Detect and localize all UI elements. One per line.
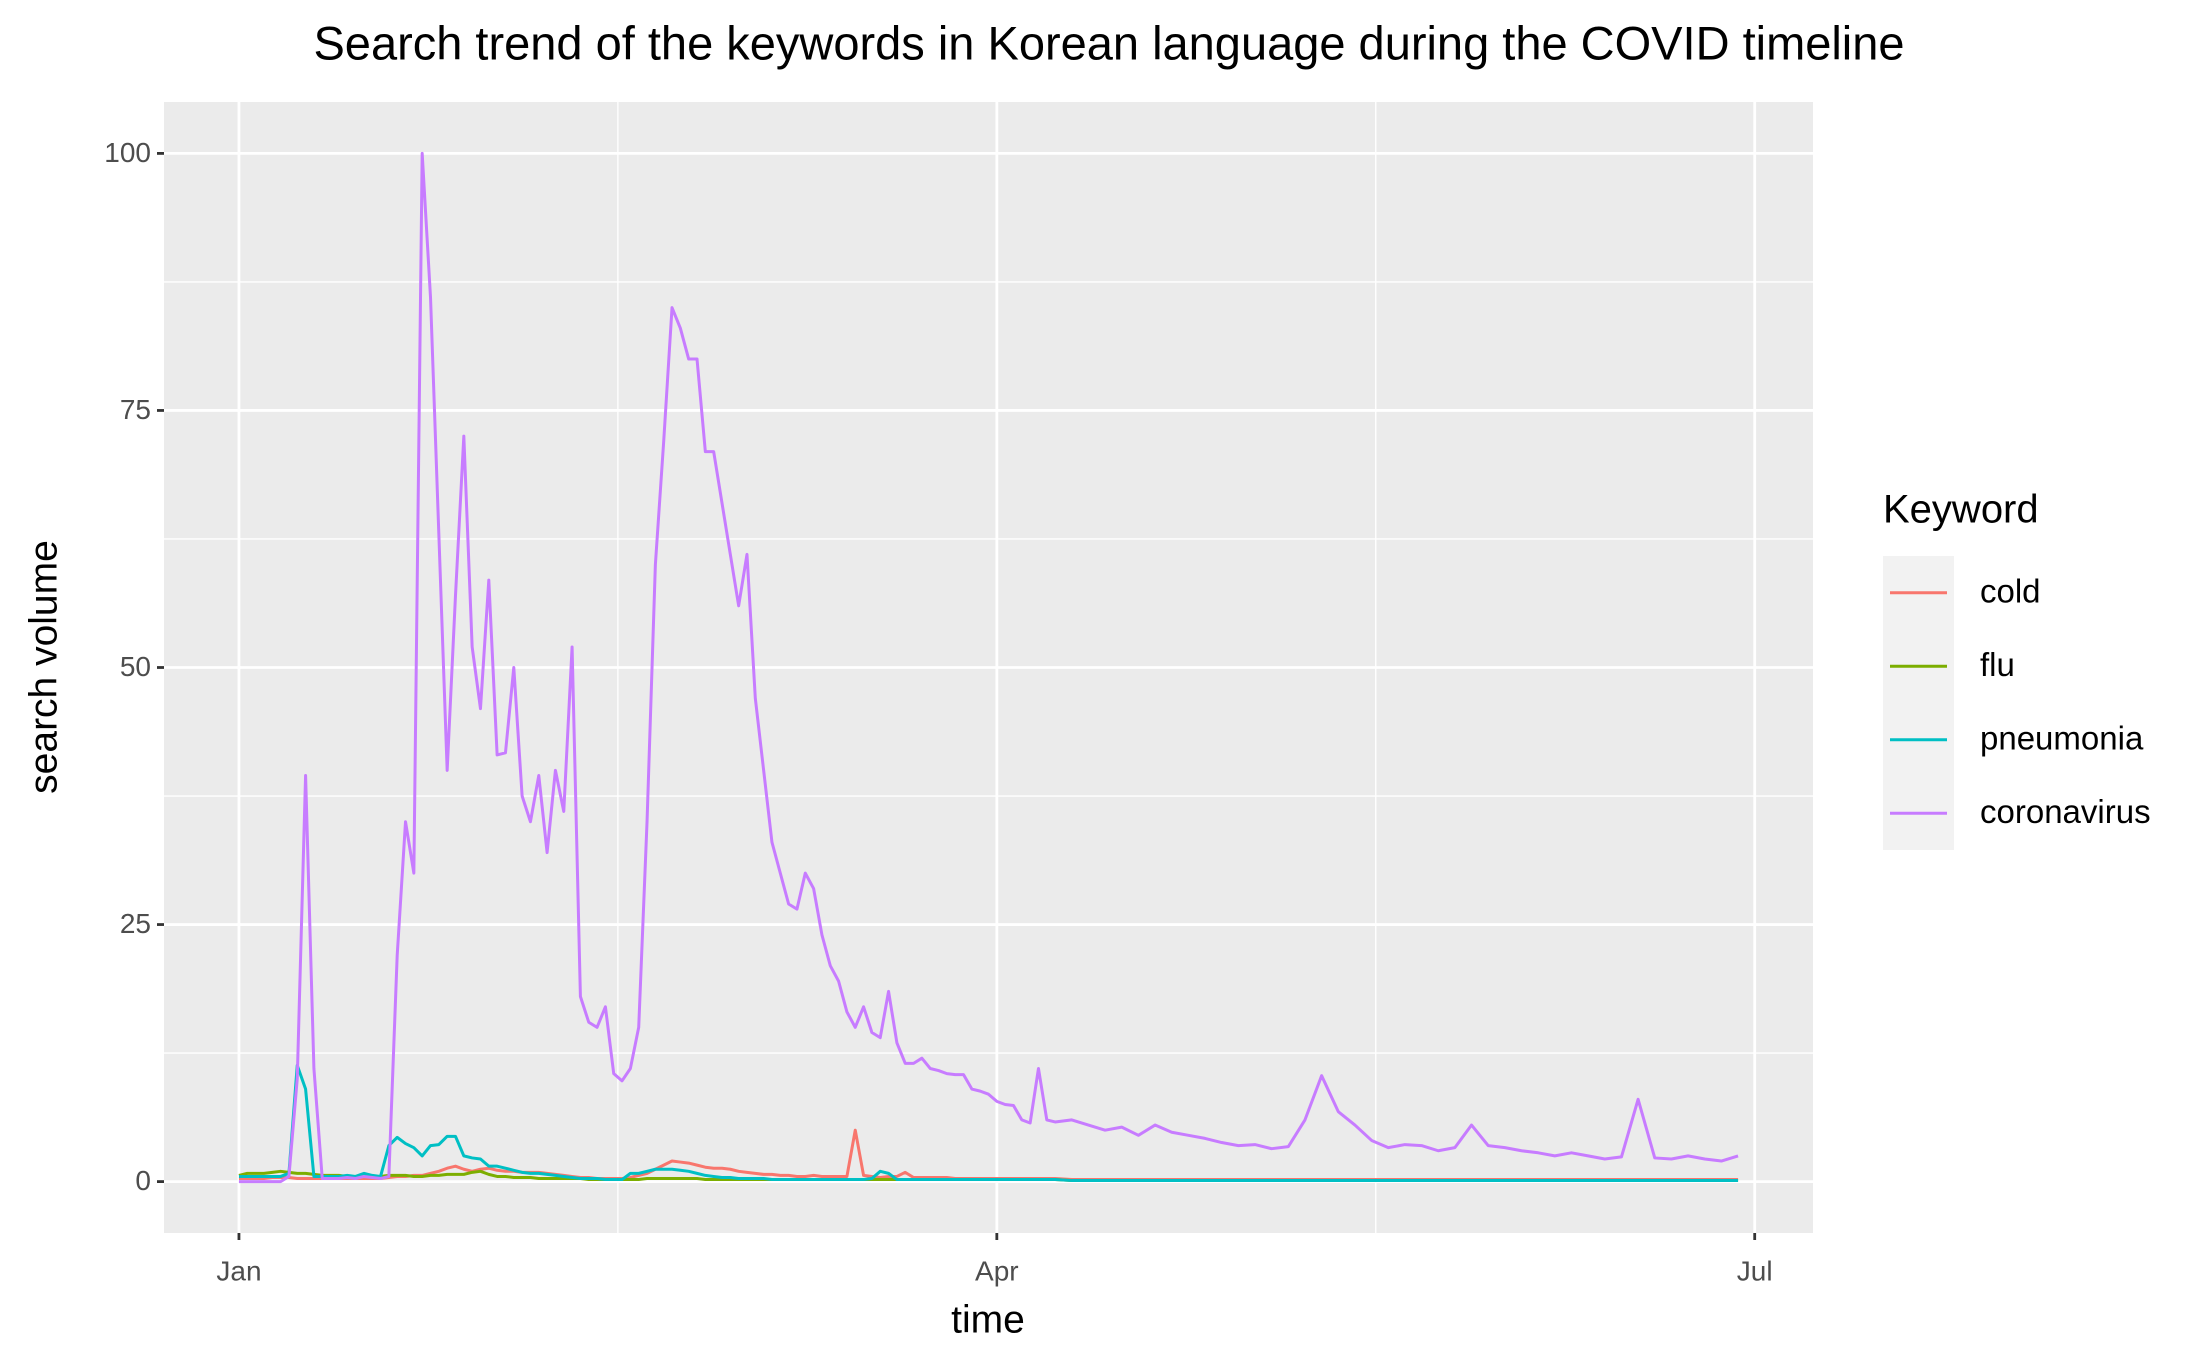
legend-label: coronavirus [1980,793,2151,830]
chart-title: Search trend of the keywords in Korean l… [313,16,1904,69]
y-tick-label: 0 [135,1165,151,1196]
x-tick-label: Jan [216,1255,261,1286]
legend-label: pneumonia [1980,719,2144,756]
y-tick-label: 75 [120,394,151,425]
line-series [238,151,1739,1184]
legend-label: cold [1980,572,2041,609]
legend-key-background [1883,556,1954,850]
y-tick-label: 50 [120,651,151,682]
y-tick-label: 25 [120,908,151,939]
y-tick-label: 100 [104,137,151,168]
line-series [238,1063,1739,1183]
x-tick-label: Jul [1737,1255,1773,1286]
x-axis-title: time [951,1298,1025,1341]
y-axis-title: search volume [22,540,65,794]
legend-label: flu [1980,646,2015,683]
x-tick-label: Apr [975,1255,1019,1286]
legend-title: Keyword [1883,488,2039,532]
